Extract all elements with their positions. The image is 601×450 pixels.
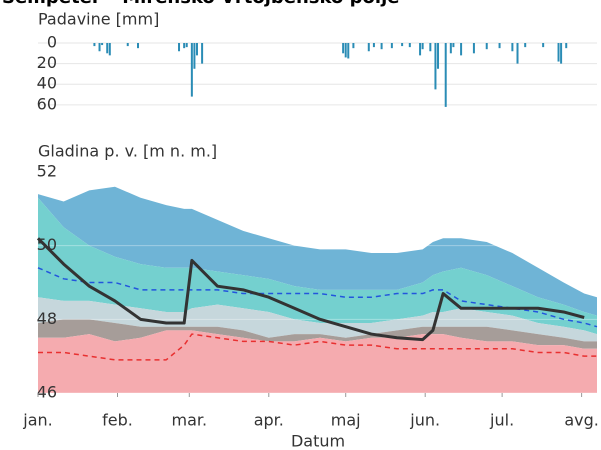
bar	[344, 43, 347, 58]
y-tick-label: 48	[37, 309, 57, 328]
x-tick-label: apr.	[254, 411, 284, 430]
bar	[437, 43, 440, 69]
y-tick-label: 40	[37, 74, 57, 93]
bar	[367, 43, 370, 52]
bar	[101, 43, 104, 46]
dashed-line	[38, 333, 597, 361]
bar	[557, 43, 560, 62]
bar	[108, 43, 111, 56]
bar	[185, 43, 188, 48]
bar	[106, 43, 109, 54]
bar	[390, 43, 393, 49]
bar	[190, 43, 193, 97]
bar	[352, 43, 355, 49]
y-tick-label: 52	[37, 162, 57, 181]
x-tick-label: mar.	[171, 411, 207, 430]
x-tick-label: jun.	[409, 411, 440, 430]
line	[36, 237, 585, 342]
area-band	[38, 330, 597, 393]
bar	[380, 43, 383, 50]
chart-title: Šempeter – Mirensko-Vrtojbensko polje	[2, 0, 399, 8]
y-tick-label: 0	[47, 33, 57, 52]
bar	[93, 43, 96, 47]
bar	[183, 43, 186, 49]
x-tick-label: maj	[331, 411, 361, 430]
bar	[372, 43, 375, 48]
bar	[347, 43, 350, 59]
bar	[401, 43, 404, 47]
bar	[472, 43, 475, 54]
x-tick-label: jul.	[489, 411, 514, 430]
bar	[460, 43, 463, 56]
bar	[511, 43, 514, 52]
bar	[195, 43, 198, 56]
x-tick-label: jan.	[22, 411, 52, 430]
bar	[444, 43, 447, 107]
bar	[524, 43, 527, 48]
y-tick-label: 60	[37, 94, 57, 113]
bar	[98, 43, 101, 52]
area-band	[38, 319, 597, 349]
bar	[449, 43, 452, 54]
bar	[126, 43, 129, 47]
bar	[560, 43, 563, 64]
bar	[452, 43, 455, 48]
x-tick-label: feb.	[102, 411, 133, 430]
x-tick-label: avg.	[564, 411, 599, 430]
bar	[419, 43, 422, 56]
y-tick-label: 50	[37, 235, 57, 254]
bar	[193, 43, 196, 69]
panel-label: Gladina p. v. [m n. m.]	[38, 142, 217, 161]
area-band	[38, 197, 597, 335]
bar	[434, 43, 437, 90]
area-band	[38, 186, 597, 316]
bar	[429, 43, 432, 52]
bar	[516, 43, 519, 64]
bar	[421, 43, 424, 50]
bar	[498, 43, 501, 49]
bar	[201, 43, 204, 64]
bar	[408, 43, 411, 48]
bar	[342, 43, 345, 54]
y-tick-label: 46	[37, 383, 57, 402]
bar	[485, 43, 488, 50]
bar	[137, 43, 140, 49]
bar	[565, 43, 568, 49]
bar	[178, 43, 181, 52]
x-axis-title: Datum	[291, 432, 345, 450]
bar	[542, 43, 545, 48]
y-tick-label: 20	[37, 53, 57, 72]
panel-label: Padavine [mm]	[38, 10, 159, 29]
